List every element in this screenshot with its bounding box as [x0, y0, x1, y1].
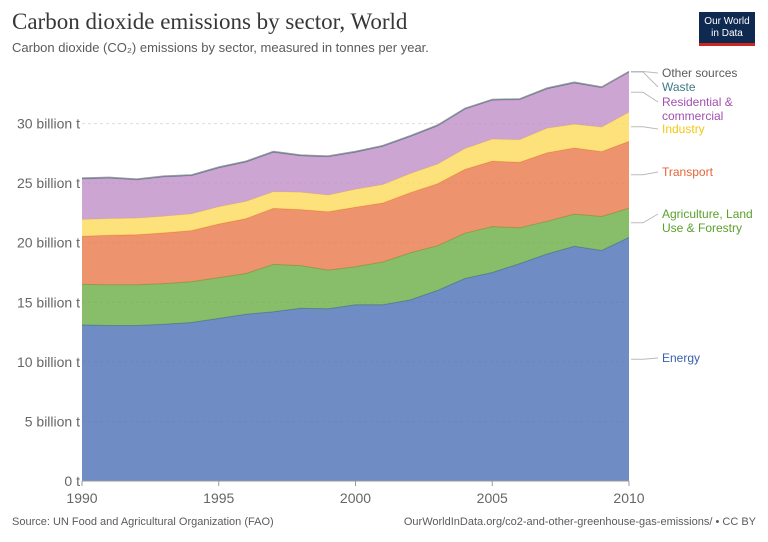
x-tick-label: 2005: [477, 490, 508, 506]
logo-line-1: Our World: [704, 15, 750, 27]
legend-connector: [631, 126, 659, 130]
legend-label[interactable]: Agriculture, Land: [662, 207, 753, 221]
legend-label[interactable]: Transport: [662, 165, 714, 179]
legend-label[interactable]: Residential &: [662, 95, 733, 109]
area-series: [81, 70, 630, 481]
legend-label[interactable]: Industry: [662, 122, 705, 136]
legend-connector: [631, 213, 659, 224]
y-tick-label: 10 billion t: [17, 354, 80, 370]
source-note: Source: UN Food and Agricultural Organiz…: [12, 516, 274, 528]
y-tick-label: 15 billion t: [17, 294, 80, 310]
legend-connector: [631, 171, 659, 176]
y-tick-label: 0 t: [64, 473, 80, 489]
area-transport[interactable]: [82, 141, 629, 285]
logo-line-2: in Data: [711, 27, 743, 39]
area-residential-commercial[interactable]: [82, 72, 629, 220]
x-tick-label: 2000: [340, 490, 371, 506]
source-url[interactable]: OurWorldInData.org/co2-and-other-greenho…: [403, 516, 756, 528]
legend-label[interactable]: Use & Forestry: [662, 221, 742, 235]
area-industry[interactable]: [82, 112, 629, 237]
legend-connector: [631, 91, 659, 103]
legend-connector: [631, 71, 659, 88]
chart-subtitle: Carbon dioxide (CO₂) emissions by sector…: [12, 40, 429, 55]
x-tick-label: 1990: [66, 490, 97, 506]
legend-label[interactable]: Waste: [662, 80, 696, 94]
x-tick-label: 1995: [203, 490, 234, 506]
y-tick-label: 20 billion t: [17, 235, 80, 251]
legend-label[interactable]: commercial: [662, 109, 723, 123]
area-top-line: [81, 70, 630, 180]
axes: 0 t 5 billion t 10 billion t 15 billion t 20…: [17, 116, 645, 506]
legend-label[interactable]: Other sources: [662, 66, 737, 80]
owid-logo[interactable]: Our World in Data: [699, 12, 755, 46]
y-tick-label: 30 billion t: [17, 116, 80, 132]
chart-title: Carbon dioxide emissions by sector, Worl…: [12, 9, 408, 34]
y-tick-label: 25 billion t: [17, 175, 80, 191]
area-energy[interactable]: [82, 237, 629, 481]
x-tick-label: 2010: [613, 490, 644, 506]
legend-label[interactable]: Energy: [662, 351, 700, 365]
legend-connector: [631, 357, 659, 360]
y-tick-label: 5 billion t: [25, 413, 80, 429]
